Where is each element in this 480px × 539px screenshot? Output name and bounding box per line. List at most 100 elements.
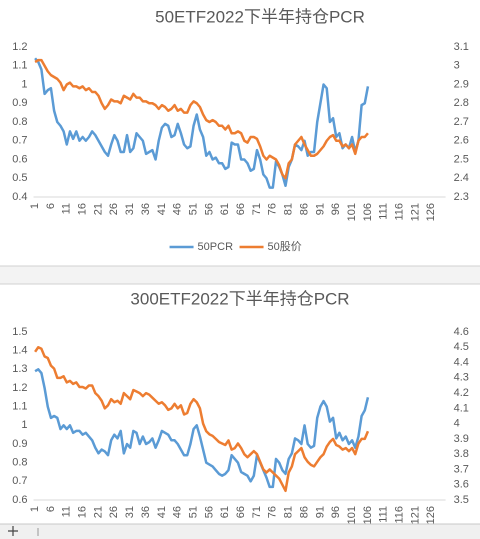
x-tick-label: 71 (251, 506, 263, 518)
y2-tick-label: 4.4 (454, 356, 469, 368)
y2-tick-label: 2.3 (454, 191, 469, 203)
y2-tick-label: 4.1 (454, 402, 469, 414)
x-tick-label: 66 (235, 203, 247, 215)
add-sheet-button[interactable] (8, 526, 18, 536)
y2-tick-label: 4.3 (454, 372, 469, 384)
x-tick-label: 6 (45, 203, 57, 209)
y2-tick-label: 4.2 (454, 387, 469, 399)
x-tick-label: 91 (314, 203, 326, 215)
x-tick-label: 56 (203, 506, 215, 518)
y-tick-label: 0.6 (12, 494, 27, 506)
x-tick-label: 26 (108, 506, 120, 518)
x-tick-label: 56 (203, 203, 215, 215)
y2-tick-label: 2.7 (454, 116, 469, 128)
x-tick-label: 76 (267, 506, 279, 518)
y-tick-label: 0.8 (12, 457, 27, 469)
y2-tick-label: 4 (454, 418, 460, 430)
x-tick-label: 16 (77, 506, 89, 518)
series-line (34, 58, 369, 180)
y-tick-label: 0.7 (12, 135, 27, 147)
y-tick-label: 0.7 (12, 475, 27, 487)
x-tick-label: 111 (378, 506, 390, 523)
x-tick-label: 61 (219, 506, 231, 518)
x-tick-label: 51 (187, 203, 199, 215)
x-tick-label: 81 (283, 506, 295, 518)
sheet-tab-bar (0, 524, 480, 539)
x-tick-label: 96 (330, 506, 342, 518)
x-tick-label: 11 (61, 506, 73, 517)
y2-tick-label: 3.7 (454, 463, 469, 475)
y-tick-label: 0.9 (12, 97, 27, 109)
x-tick-label: 116 (394, 203, 406, 221)
y-tick-label: 0.9 (12, 438, 27, 450)
x-tick-label: 1 (29, 203, 41, 209)
x-tick-label: 66 (235, 506, 247, 518)
x-tick-label: 36 (140, 203, 152, 215)
x-tick-label: 106 (362, 203, 374, 221)
x-tick-label: 41 (156, 506, 168, 518)
y-tick-label: 0.4 (12, 191, 27, 203)
x-tick-label: 36 (140, 506, 152, 518)
y-tick-label: 1.1 (12, 60, 27, 72)
chart-title: 300ETF2022下半年持仓PCR (130, 289, 349, 308)
x-tick-label: 1 (29, 506, 41, 512)
y2-tick-label: 2.5 (454, 153, 469, 165)
x-tick-label: 46 (172, 203, 184, 215)
x-tick-label: 121 (409, 203, 421, 221)
x-tick-label: 41 (156, 203, 168, 215)
y2-tick-label: 2.8 (454, 97, 469, 109)
y-tick-label: 0.5 (12, 172, 27, 184)
x-tick-label: 81 (283, 203, 295, 215)
x-tick-label: 31 (124, 506, 136, 518)
series-line (34, 368, 370, 489)
legend-label: 50股价 (268, 240, 302, 253)
x-tick-label: 86 (298, 506, 310, 518)
y-tick-label: 1.5 (12, 326, 27, 338)
y-tick-label: 1.2 (12, 382, 27, 394)
y2-tick-label: 4.6 (454, 326, 469, 338)
y2-tick-label: 2.6 (454, 135, 469, 147)
x-tick-label: 126 (425, 203, 437, 221)
x-tick-label: 31 (124, 203, 136, 215)
y2-tick-label: 3.9 (454, 433, 469, 445)
x-tick-label: 86 (298, 203, 310, 215)
y-tick-label: 1.2 (12, 41, 27, 53)
x-tick-label: 101 (346, 506, 358, 524)
y2-tick-label: 3.8 (454, 448, 469, 460)
x-tick-label: 26 (108, 203, 120, 215)
x-tick-label: 121 (409, 506, 421, 524)
y2-tick-label: 2.9 (454, 78, 469, 90)
x-tick-label: 101 (346, 203, 358, 221)
x-tick-label: 21 (92, 506, 104, 518)
y2-tick-label: 3.1 (454, 41, 469, 53)
y-tick-label: 1.4 (12, 345, 27, 357)
x-tick-label: 116 (394, 506, 406, 524)
y-tick-label: 1.3 (12, 363, 27, 375)
x-tick-label: 111 (378, 203, 390, 220)
sheet-gap (0, 266, 480, 284)
y-tick-label: 0.6 (12, 153, 27, 165)
y-tick-label: 0.8 (12, 116, 27, 128)
y2-tick-label: 3.6 (454, 479, 469, 491)
series-line (34, 57, 370, 189)
x-tick-label: 51 (187, 506, 199, 518)
x-tick-label: 16 (77, 203, 89, 215)
x-tick-label: 91 (314, 506, 326, 518)
legend-label: 50PCR (198, 241, 234, 253)
x-tick-label: 6 (45, 506, 57, 512)
x-tick-label: 11 (61, 203, 73, 214)
x-tick-label: 96 (330, 203, 342, 215)
chart-title: 50ETF2022下半年持仓PCR (155, 7, 365, 26)
x-tick-label: 71 (251, 203, 263, 215)
x-tick-label: 126 (425, 506, 437, 524)
series-line (34, 346, 370, 493)
y2-tick-label: 3.5 (454, 494, 469, 506)
y-tick-label: 1 (21, 419, 27, 431)
y2-tick-label: 4.5 (454, 341, 469, 353)
x-tick-label: 76 (267, 203, 279, 215)
y-tick-label: 1.1 (12, 401, 27, 413)
y2-tick-label: 3 (454, 60, 460, 72)
x-tick-label: 46 (172, 506, 184, 518)
x-tick-label: 106 (362, 506, 374, 524)
